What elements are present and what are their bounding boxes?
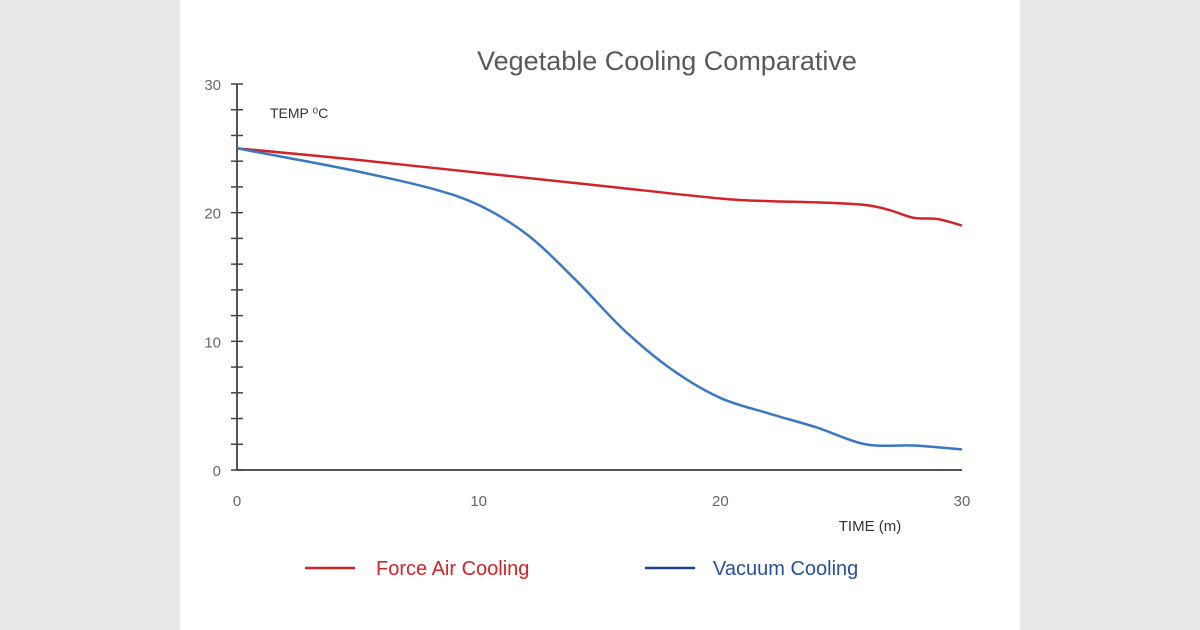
x-tick-label: 10 (470, 493, 487, 510)
x-tick-label: 20 (712, 493, 729, 510)
legend-label: Vacuum Cooling (713, 558, 858, 580)
y-tick-label: 10 (204, 334, 221, 351)
x-tick-label: 30 (954, 493, 971, 510)
x-axis-label: TIME (m) (839, 518, 901, 535)
x-tick-label: 0 (233, 493, 241, 510)
series-line-force-air-cooling (236, 147, 963, 227)
series-line-vacuum-cooling (236, 147, 963, 451)
legend-label: Force Air Cooling (376, 558, 529, 580)
y-axis-label: TEMP ⁰C (270, 105, 328, 121)
y-tick-label: 20 (204, 206, 221, 223)
y-tick-label: 0 (213, 463, 221, 480)
chart-panel (180, 0, 1020, 630)
y-tick-label: 30 (204, 77, 221, 94)
chart-title: Vegetable Cooling Comparative (477, 46, 857, 76)
